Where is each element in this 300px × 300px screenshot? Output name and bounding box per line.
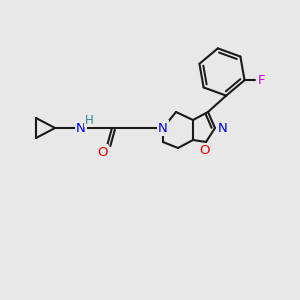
Text: N: N [158, 122, 168, 134]
Text: H: H [85, 113, 93, 127]
Text: N: N [76, 122, 86, 134]
Text: N: N [218, 122, 228, 134]
Text: F: F [258, 74, 265, 87]
Text: O: O [97, 146, 107, 158]
Text: O: O [199, 145, 209, 158]
